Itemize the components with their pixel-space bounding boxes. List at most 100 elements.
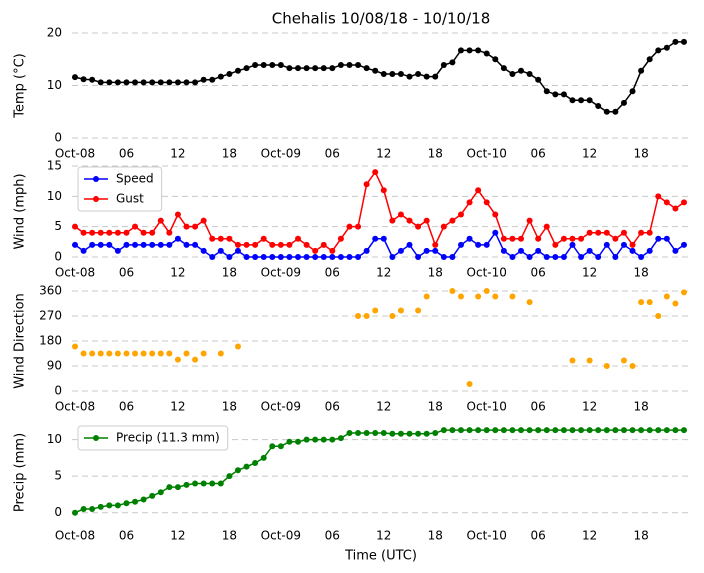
y-tick-label: 15 <box>47 159 62 173</box>
data-point <box>569 235 576 242</box>
data-point <box>346 223 353 230</box>
data-point <box>475 241 482 248</box>
data-point <box>638 67 645 74</box>
data-point <box>509 235 516 242</box>
data-point <box>312 436 319 443</box>
x-tick-label: 12 <box>376 266 391 280</box>
data-point <box>423 73 430 80</box>
x-tick-label: 12 <box>376 147 391 161</box>
y-tick-label: 5 <box>54 219 62 233</box>
data-point <box>552 241 559 248</box>
data-point <box>483 288 490 294</box>
data-point <box>286 241 293 248</box>
y-tick-label: 20 <box>47 26 62 40</box>
data-point <box>80 247 87 254</box>
data-point <box>483 427 490 434</box>
data-point <box>475 47 482 54</box>
data-point <box>595 254 602 260</box>
data-point <box>603 241 610 248</box>
x-tick-label: 12 <box>170 147 185 161</box>
x-tick-label: Oct-08 <box>55 266 95 280</box>
data-point <box>509 70 516 77</box>
data-point <box>466 47 473 54</box>
chart-title: Chehalis 10/08/18 - 10/10/18 <box>272 10 491 28</box>
data-point <box>423 217 430 224</box>
x-tick-label: 06 <box>119 529 134 543</box>
data-point <box>655 193 662 200</box>
y-tick-label: 10 <box>47 78 62 92</box>
y-tick-label: 0 <box>54 505 62 519</box>
data-point <box>183 79 190 86</box>
data-point <box>397 247 404 254</box>
data-point <box>415 254 422 260</box>
data-point <box>457 211 464 218</box>
data-point <box>415 307 422 314</box>
data-point <box>586 427 593 434</box>
data-point <box>552 427 559 434</box>
data-point <box>569 357 576 364</box>
x-tick-label: 18 <box>428 147 443 161</box>
data-point <box>595 102 602 109</box>
data-point <box>277 241 284 248</box>
panel: Wind Direction 0 90 180 270 360 Oct-08 06 12 18 Oc… <box>13 284 690 414</box>
data-point <box>132 79 139 86</box>
data-point <box>97 503 104 510</box>
data-point <box>509 427 516 434</box>
data-point <box>363 65 370 72</box>
data-point <box>174 235 181 242</box>
x-tick-label: Oct-10 <box>467 529 507 543</box>
data-point <box>149 492 156 499</box>
data-point <box>166 350 173 357</box>
x-tick-label: 18 <box>633 266 648 280</box>
x-tick-label: 18 <box>222 400 237 414</box>
data-point <box>123 350 130 357</box>
data-point <box>629 247 636 254</box>
data-point <box>72 343 79 350</box>
data-point <box>192 480 199 487</box>
legend-box <box>77 166 163 212</box>
data-point <box>157 241 164 248</box>
data-point <box>509 254 516 260</box>
data-point <box>312 65 319 72</box>
data-point <box>329 436 336 443</box>
x-tick-label: 06 <box>119 400 134 414</box>
data-point <box>346 62 353 69</box>
data-point <box>483 50 490 57</box>
data-point <box>543 254 550 260</box>
y-tick-label: 0 <box>54 131 62 145</box>
data-point <box>406 430 413 437</box>
data-point <box>449 217 456 224</box>
data-point <box>132 223 139 230</box>
data-point <box>149 79 156 86</box>
data-point <box>655 235 662 242</box>
data-point <box>432 430 439 437</box>
x-tick-label: 06 <box>325 529 340 543</box>
data-point <box>80 229 87 236</box>
data-point <box>217 235 224 242</box>
data-point <box>620 357 627 364</box>
data-point <box>552 91 559 98</box>
data-point <box>483 199 490 206</box>
data-point <box>166 484 173 491</box>
panel: Wind (mph) 0 5 10 15 Oct-08 06 12 18 Oct-09 06 12 18… <box>13 159 690 280</box>
series-line <box>74 231 685 259</box>
data-point <box>114 350 121 357</box>
data-point <box>72 509 79 516</box>
data-point <box>526 217 533 224</box>
y-tick-label: 5 <box>54 469 62 483</box>
data-point <box>89 506 96 513</box>
y-axis-label: Precip (mm) <box>13 433 28 512</box>
data-point <box>80 76 87 83</box>
x-tick-label: Oct-08 <box>55 529 95 543</box>
data-point <box>166 241 173 248</box>
data-point <box>569 427 576 434</box>
legend-label: Gust <box>116 192 144 206</box>
data-point <box>603 108 610 115</box>
x-tick-label: 12 <box>170 266 185 280</box>
data-point <box>346 430 353 437</box>
data-point <box>672 300 679 307</box>
y-tick-label: 0 <box>54 384 62 398</box>
data-point <box>174 356 181 363</box>
data-point <box>535 427 542 434</box>
data-point <box>329 247 336 254</box>
